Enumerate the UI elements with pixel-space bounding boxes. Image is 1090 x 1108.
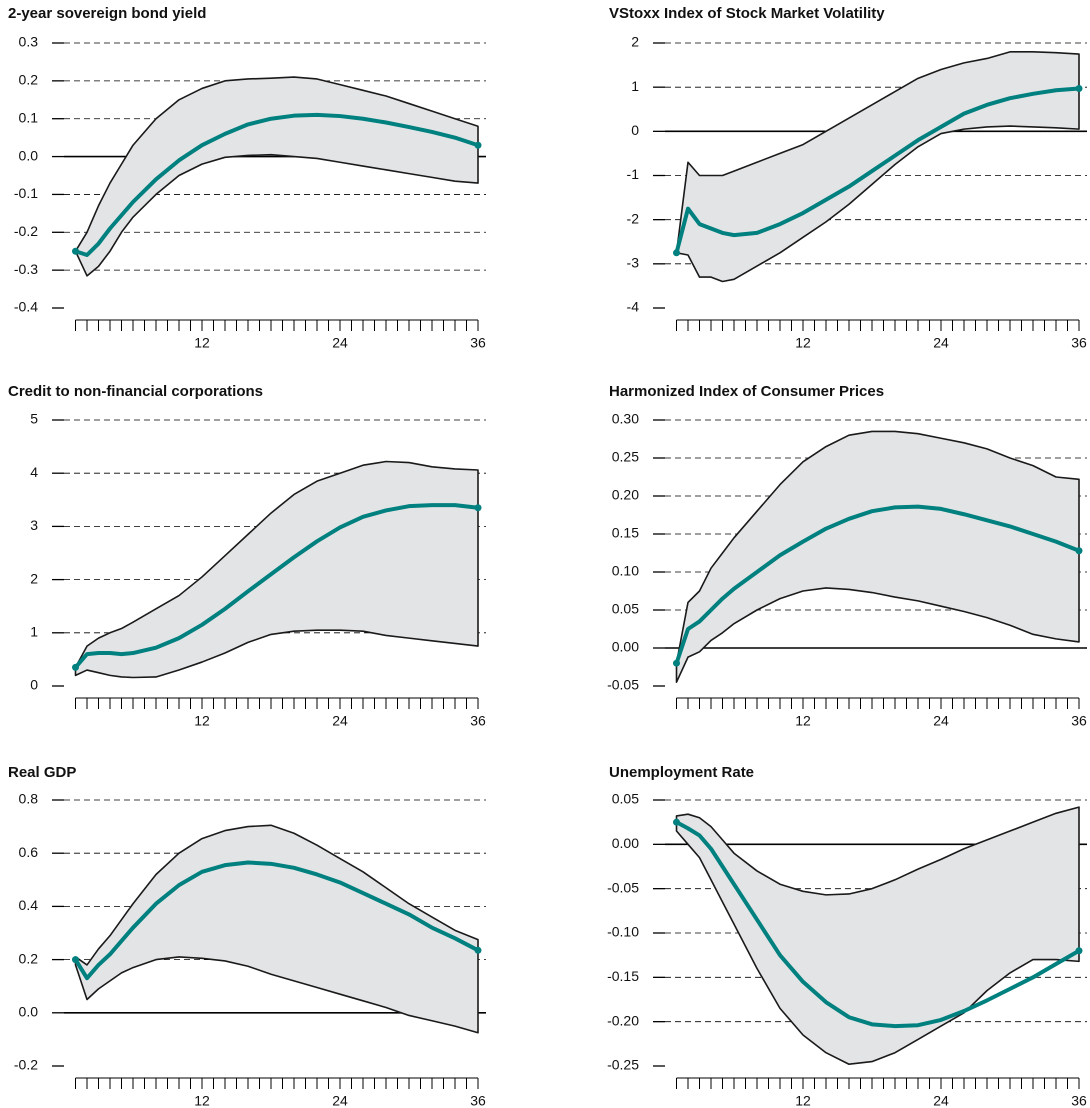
x-tick-label: 36: [470, 335, 486, 351]
x-tick-label: 24: [332, 1093, 348, 1108]
y-tick-label: -0.2: [14, 1057, 38, 1073]
x-tick-label: 24: [933, 1093, 949, 1108]
chart-title: 2-year sovereign bond yield: [8, 5, 206, 22]
y-tick-label: 0.30: [612, 411, 639, 427]
y-tick-label: 0.0: [19, 1004, 39, 1020]
y-tick-label: -0.4: [14, 299, 38, 315]
y-tick-label: 0.3: [19, 34, 39, 50]
end-dot: [1075, 84, 1083, 92]
y-tick-label: 3: [30, 517, 38, 533]
y-tick-label: 1: [30, 624, 38, 640]
x-tick-label: 12: [795, 335, 811, 351]
x-tick-label: 12: [194, 713, 210, 729]
y-tick-label: 0.2: [19, 72, 39, 88]
end-dot: [673, 659, 680, 667]
x-tick-label: 24: [933, 335, 949, 351]
end-dot: [1075, 547, 1083, 555]
y-tick-label: 0.00: [612, 835, 639, 851]
y-tick-label: 0.8: [19, 791, 39, 807]
confidence-band: [74, 824, 479, 1034]
median-line: [74, 112, 479, 257]
y-tick-label: 0.4: [19, 897, 39, 913]
y-tick-label: -1: [627, 166, 640, 182]
x-tick-label: 12: [795, 713, 811, 729]
y-tick-label: -0.1: [14, 185, 38, 201]
y-tick-label: 0.15: [612, 525, 639, 541]
x-tick-label: 12: [194, 335, 210, 351]
chart-title: Credit to non-financial corporations: [8, 383, 263, 400]
x-tick-label: 36: [470, 1093, 486, 1108]
y-tick-label: -0.3: [14, 261, 38, 277]
y-tick-label: 0.25: [612, 449, 639, 465]
x-tick-label: 36: [1071, 713, 1087, 729]
y-tick-label: 0.05: [612, 601, 639, 617]
y-tick-label: -2: [627, 210, 640, 226]
y-tick-label: 0.2: [19, 950, 39, 966]
y-tick-label: 0.10: [612, 563, 639, 579]
x-tick-label: 12: [194, 1093, 210, 1108]
x-tick-label: 36: [1071, 1093, 1087, 1108]
y-tick-label: -0.05: [607, 677, 639, 693]
end-dot: [474, 141, 482, 149]
y-tick-label: 0.00: [612, 639, 639, 655]
y-tick-label: 0.1: [19, 109, 39, 125]
median-line: [674, 504, 1080, 664]
x-tick-label: 36: [470, 713, 486, 729]
chart-title: VStoxx Index of Stock Market Volatility: [609, 5, 885, 22]
y-tick-label: 1: [631, 78, 639, 94]
confidence-band: [675, 806, 1080, 1066]
y-tick-label: -4: [627, 299, 640, 315]
y-tick-label: 0: [30, 677, 38, 693]
y-tick-label: -0.25: [607, 1057, 639, 1073]
y-tick-label: 0: [631, 122, 639, 138]
end-dot: [72, 247, 79, 255]
confidence-band: [675, 430, 1080, 684]
end-dot: [673, 249, 680, 257]
y-tick-label: 0.20: [612, 487, 639, 503]
y-tick-label: 0.05: [612, 791, 639, 807]
y-tick-label: 0.0: [19, 147, 39, 163]
chart-title: Harmonized Index of Consumer Prices: [609, 383, 884, 400]
y-tick-label: -0.10: [607, 924, 639, 940]
end-dot: [1075, 947, 1083, 955]
x-tick-label: 24: [332, 713, 348, 729]
y-tick-label: -0.20: [607, 1012, 639, 1028]
end-dot: [72, 956, 79, 964]
confidence-band: [74, 76, 479, 277]
x-tick-label: 24: [332, 335, 348, 351]
y-tick-label: 2: [631, 34, 639, 50]
median-line: [73, 503, 479, 669]
y-tick-label: -0.15: [607, 968, 639, 984]
y-tick-label: 5: [30, 411, 38, 427]
median-line: [674, 86, 1080, 254]
chart-title: Unemployment Rate: [609, 764, 754, 781]
chart-title: Real GDP: [8, 764, 76, 781]
end-dot: [673, 818, 680, 826]
end-dot: [474, 504, 482, 512]
y-tick-label: -0.05: [607, 879, 639, 895]
x-tick-label: 24: [933, 713, 949, 729]
y-tick-label: -3: [627, 255, 640, 271]
x-tick-label: 36: [1071, 335, 1087, 351]
y-tick-label: -0.2: [14, 223, 38, 239]
x-tick-label: 12: [795, 1093, 811, 1108]
y-tick-label: 4: [30, 464, 38, 480]
y-tick-label: 2: [30, 570, 38, 586]
median-line: [675, 820, 1081, 1029]
y-tick-label: 0.6: [19, 844, 39, 860]
end-dot: [474, 946, 482, 954]
end-dot: [72, 663, 79, 671]
median-line: [73, 860, 479, 981]
